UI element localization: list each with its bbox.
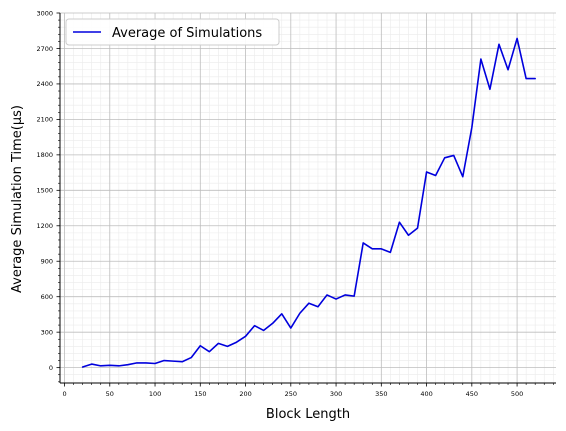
y-tick-label: 600 bbox=[41, 293, 53, 301]
x-axis-label: Block Length bbox=[266, 407, 350, 422]
x-tick-label: 0 bbox=[62, 390, 66, 398]
x-tick-label: 150 bbox=[194, 390, 206, 398]
y-tick-label: 1500 bbox=[36, 187, 53, 195]
x-tick-label: 350 bbox=[375, 390, 387, 398]
x-tick-label: 250 bbox=[285, 390, 297, 398]
y-axis-label: Average Simulation Time(μs) bbox=[10, 105, 25, 293]
legend-label: Average of Simulations bbox=[112, 26, 262, 41]
x-tick-label: 450 bbox=[466, 390, 478, 398]
axes-layer bbox=[59, 13, 556, 384]
y-tick-label: 1200 bbox=[36, 222, 53, 230]
y-ticks: 0 300 600 900 1200 1500 1800 2100 2400 2700 3000 bbox=[36, 9, 60, 383]
y-tick-label: 3000 bbox=[36, 9, 53, 17]
x-tick-label: 200 bbox=[239, 390, 251, 398]
series-layer bbox=[81, 37, 536, 368]
x-tick-label: 300 bbox=[330, 390, 342, 398]
y-tick-label: 900 bbox=[41, 258, 53, 266]
y-tick-label: 2100 bbox=[36, 116, 53, 124]
y-tick-label: 300 bbox=[41, 328, 53, 336]
x-tick-label: 50 bbox=[106, 390, 114, 398]
y-tick-label: 0 bbox=[49, 364, 53, 372]
series-line-average-of-simulations bbox=[81, 37, 536, 368]
minor-grid bbox=[60, 13, 556, 383]
x-ticks: 0 50 100 150 200 250 300 350 400 450 500 bbox=[62, 383, 554, 398]
major-grid bbox=[60, 12, 556, 383]
y-tick-label: 2400 bbox=[36, 80, 53, 88]
x-tick-label: 100 bbox=[149, 390, 161, 398]
legend-frame bbox=[65, 18, 280, 46]
x-tick-label: 400 bbox=[420, 390, 432, 398]
legend: Average of Simulations bbox=[65, 18, 280, 46]
y-tick-label: 2700 bbox=[36, 45, 53, 53]
y-tick-label: 1800 bbox=[36, 151, 53, 159]
x-tick-label: 500 bbox=[511, 390, 523, 398]
